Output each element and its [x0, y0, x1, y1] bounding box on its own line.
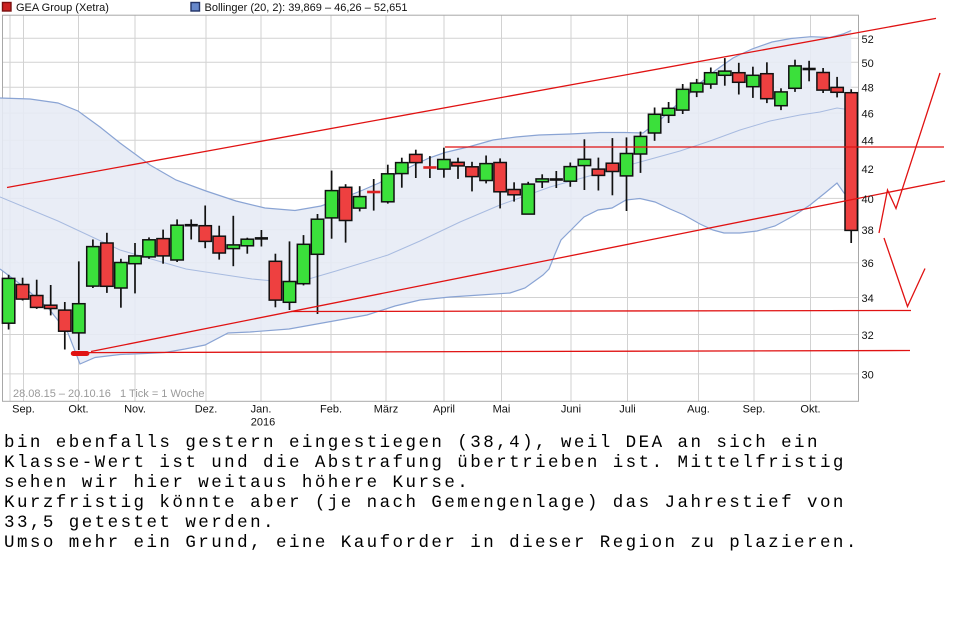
svg-text:42: 42 [862, 164, 874, 176]
svg-text:Jan.: Jan. [251, 404, 272, 416]
svg-text:40: 40 [862, 194, 874, 206]
svg-text:28.08.15 – 20.10.16 1 Tick =: 28.08.15 – 20.10.16 1 Tick = 1 Woche [13, 388, 205, 400]
svg-text:48: 48 [862, 83, 874, 95]
svg-text:GEA Group (Xetra): GEA Group (Xetra) [16, 2, 109, 14]
svg-text:32: 32 [862, 330, 874, 342]
svg-text:Okt.: Okt. [68, 404, 88, 416]
svg-text:Aug.: Aug. [687, 404, 710, 416]
svg-text:52: 52 [862, 34, 874, 46]
svg-text:Sep.: Sep. [12, 404, 35, 416]
svg-text:44: 44 [862, 136, 874, 148]
svg-text:Feb.: Feb. [320, 404, 342, 416]
svg-text:50: 50 [862, 58, 874, 70]
svg-text:Juli: Juli [619, 404, 636, 416]
svg-text:Mai: Mai [493, 404, 511, 416]
svg-text:März: März [374, 404, 398, 416]
svg-text:April: April [433, 404, 455, 416]
svg-text:38: 38 [862, 225, 874, 237]
svg-text:Bollinger (20, 2): 39,869 – 46: Bollinger (20, 2): 39,869 – 46,26 – 52,6… [205, 2, 408, 14]
svg-text:30: 30 [862, 369, 874, 381]
svg-text:Okt.: Okt. [800, 404, 820, 416]
svg-text:Juni: Juni [561, 404, 581, 416]
svg-text:Sep.: Sep. [743, 404, 766, 416]
svg-text:Dez.: Dez. [195, 404, 218, 416]
svg-text:46: 46 [862, 109, 874, 121]
svg-text:Nov.: Nov. [124, 404, 146, 416]
svg-text:36: 36 [862, 258, 874, 270]
svg-text:2016: 2016 [251, 417, 275, 429]
svg-text:34: 34 [862, 293, 874, 305]
